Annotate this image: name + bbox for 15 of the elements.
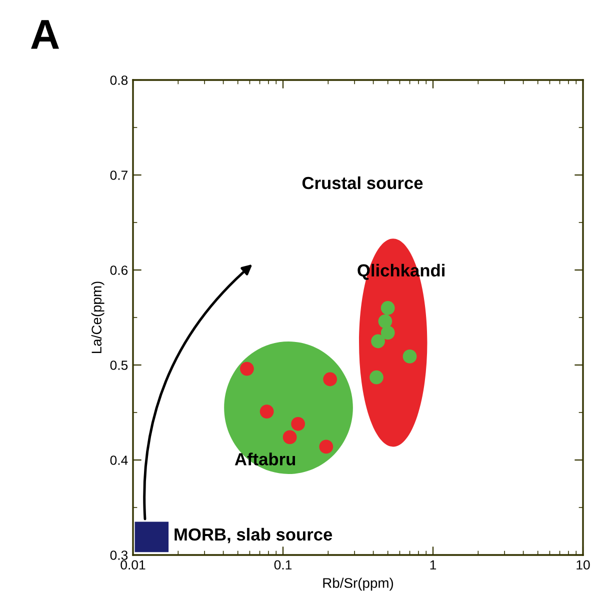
x-axis-title: Rb/Sr(ppm) [323,578,394,591]
y-tick-label: 0.5 [110,360,128,370]
y-tick-label: 0.8 [110,76,128,85]
y-tick-label: 0.3 [110,550,128,560]
chart-title: A [31,20,59,49]
x-tick-label: 0.01 [120,560,146,570]
x-tick-label: 1 [430,560,436,570]
x-tick-label: 0.1 [274,560,292,570]
y-tick-label: 0.4 [110,456,128,465]
y-tick-label: 0.6 [110,266,128,275]
annotation: Crustal source [302,176,423,190]
annotation: MORB, slab source [174,528,332,544]
y-axis-title: La/Ce(ppm) [91,282,104,354]
y-tick-label: 0.7 [110,170,128,180]
x-tick-label: 10 [576,560,590,570]
